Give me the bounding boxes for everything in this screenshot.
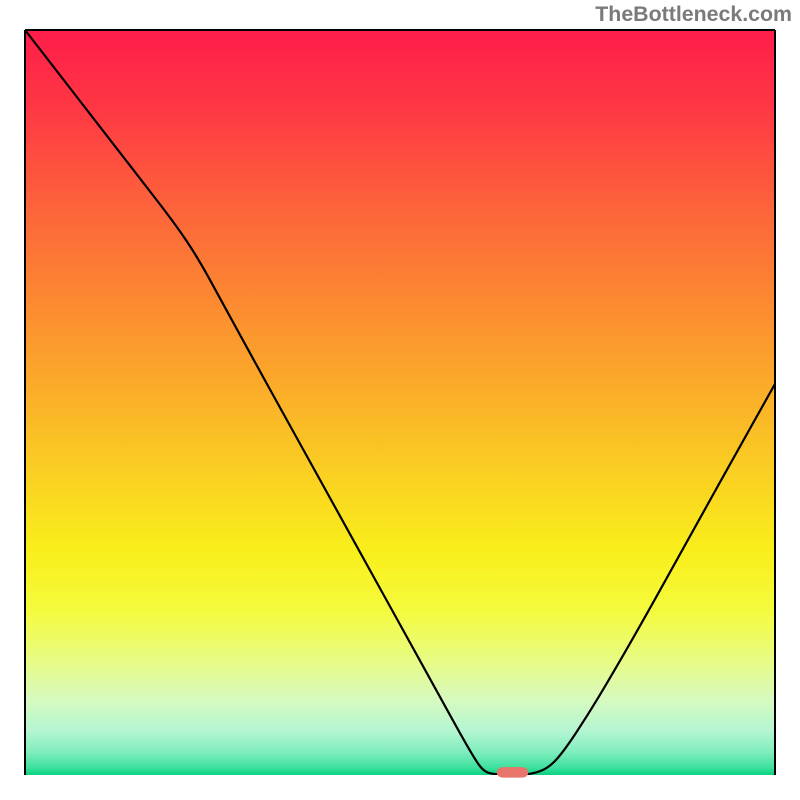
chart-stage: TheBottleneck.com <box>0 0 800 800</box>
bottleneck-chart <box>0 0 800 800</box>
plot-area <box>25 30 775 778</box>
watermark-text: TheBottleneck.com <box>595 2 792 27</box>
sweet-spot-marker <box>497 767 529 777</box>
gradient-background <box>25 30 775 775</box>
